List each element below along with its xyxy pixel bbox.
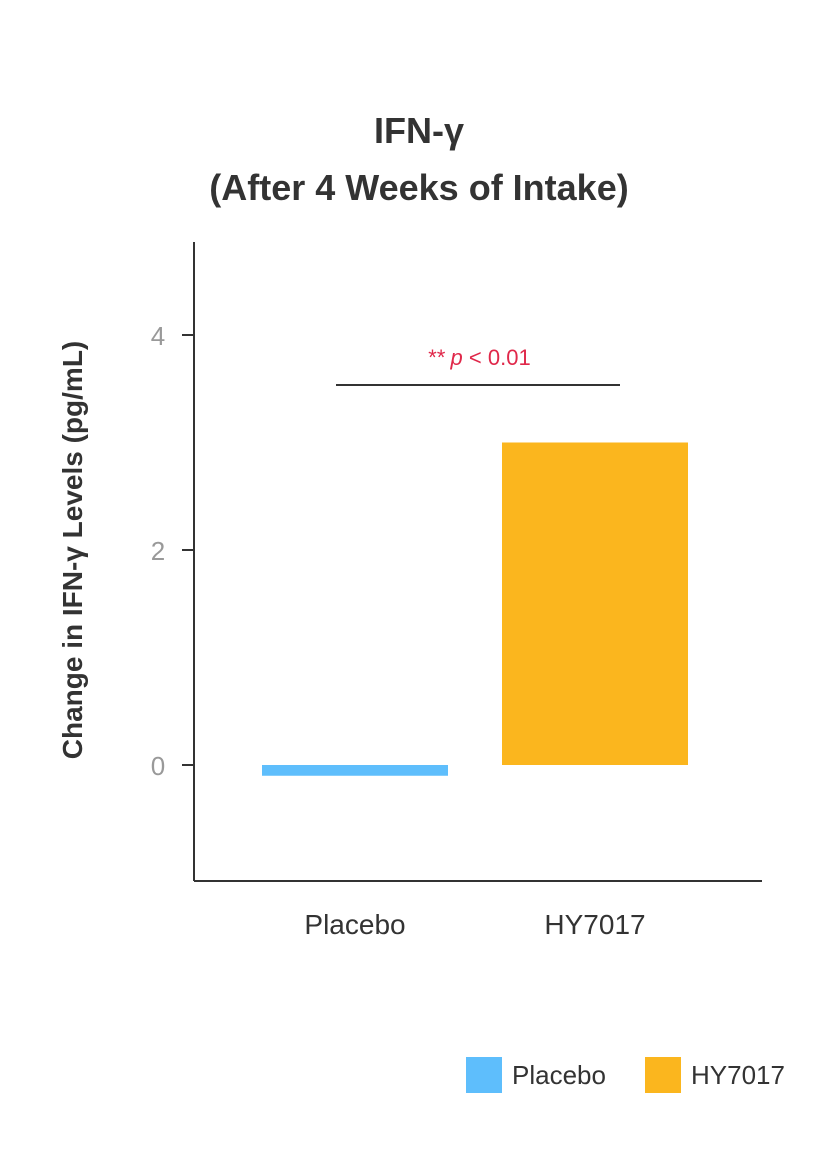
y-tick-label: 4 [151, 321, 165, 351]
chart-title-line-1: IFN-γ [374, 110, 464, 151]
legend-item-hy7017: HY7017 [645, 1057, 785, 1093]
y-axis-label: Change in IFN-γ Levels (pg/mL) [57, 341, 88, 759]
legend-swatch-placebo [466, 1057, 502, 1093]
bar-hy7017 [502, 442, 688, 765]
y-tick-label: 2 [151, 536, 165, 566]
chart-title-line-2: (After 4 Weeks of Intake) [209, 167, 629, 208]
legend-label-hy7017: HY7017 [691, 1059, 785, 1090]
bar-placebo [262, 765, 448, 776]
legend-item-placebo: Placebo [466, 1057, 606, 1093]
legend-label-placebo: Placebo [512, 1059, 606, 1090]
x-tick-label: Placebo [304, 909, 405, 940]
y-tick-label: 0 [151, 751, 165, 781]
legend-swatch-hy7017 [645, 1057, 681, 1093]
x-tick-label: HY7017 [544, 909, 645, 940]
significance-annotation: ** p < 0.01 [427, 345, 530, 370]
